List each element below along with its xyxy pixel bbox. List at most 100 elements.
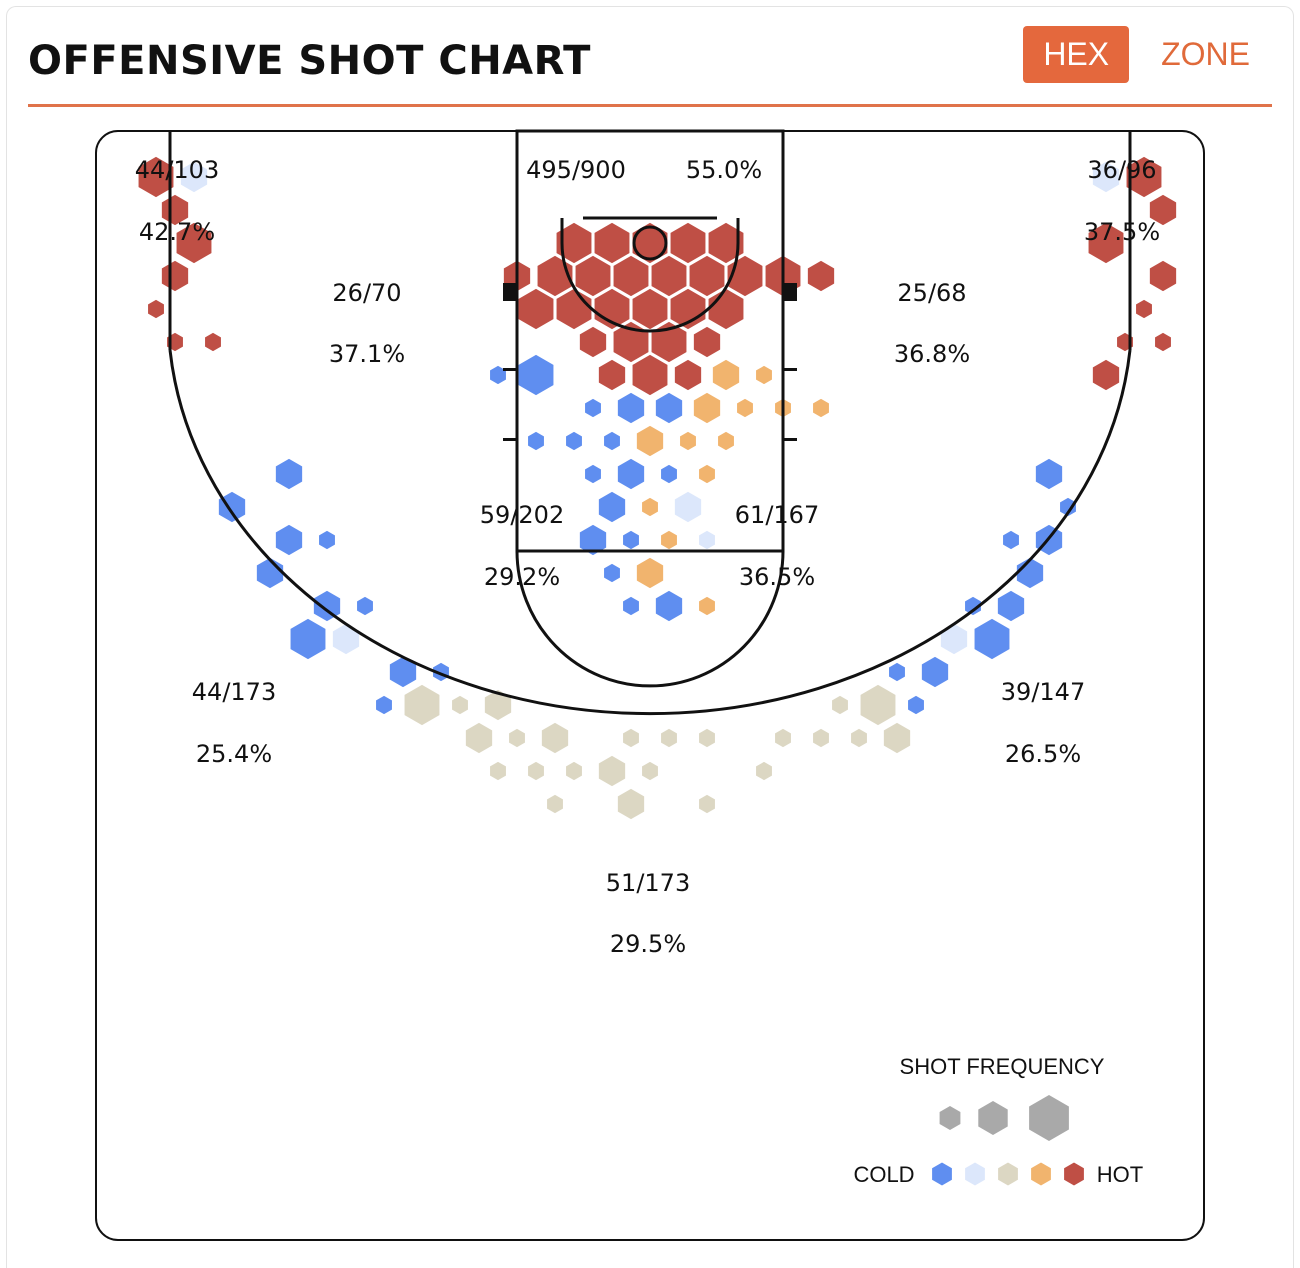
- hexbin-cold-80: [317, 529, 337, 551]
- hexbin-cold-96: [973, 617, 1011, 661]
- hexbin-layer: [137, 155, 1178, 821]
- hexbin-hot-20: [669, 221, 707, 265]
- hexbin-cold-100: [906, 694, 926, 716]
- hexbin-hot-2: [160, 193, 190, 227]
- hexbin-warm-46: [711, 358, 741, 392]
- zone-left-baseline-pct: 37.1%: [329, 340, 405, 368]
- hexbin-hot-5: [146, 298, 166, 320]
- hexbin-cool-1: [179, 160, 209, 194]
- right-tick-1: [783, 368, 797, 371]
- hexbin-cold-90: [1058, 496, 1078, 518]
- hexbin-neutral-120: [640, 760, 660, 782]
- hexbin-hot-38: [692, 325, 722, 359]
- hexbin-cold-49: [616, 391, 646, 425]
- hexbin-cool-9: [1091, 160, 1121, 194]
- zone-left-paint-made: 59/202: [480, 501, 564, 529]
- zone-labels: 44/103 42.7% 495/900 55.0% 36/96 37.5% 2…: [135, 156, 1160, 958]
- hexbin-cold-95: [963, 595, 983, 617]
- hexbin-cold-89: [1034, 457, 1064, 491]
- tab-zone[interactable]: ZONE: [1161, 36, 1250, 72]
- hexbin-cold-69: [621, 529, 641, 551]
- legend: SHOT FREQUENCY COLD HOT: [853, 1054, 1143, 1187]
- hexbin-cold-61: [583, 463, 603, 485]
- hexbin-hot-17: [555, 221, 593, 265]
- legend-color-cold: [931, 1161, 953, 1187]
- hexbin-warm-64: [697, 463, 717, 485]
- title-underline: [28, 104, 1272, 107]
- hexbin-neutral-121: [754, 760, 774, 782]
- legend-size-swatches: [939, 1095, 1069, 1141]
- zone-left-corner-pct: 42.7%: [139, 218, 215, 246]
- zone-right-paint-pct: 36.5%: [739, 563, 815, 591]
- hexbin-warm-47: [754, 364, 774, 386]
- hexbin-hot-16: [1091, 358, 1121, 392]
- hexbin-cool-97: [939, 622, 969, 656]
- hexbin-neutral-110: [773, 727, 793, 749]
- hexbin-neutral-104: [464, 721, 494, 755]
- zone-right-corner-pct: 37.5%: [1084, 218, 1160, 246]
- hexbin-hot-3: [175, 221, 213, 265]
- hexbin-neutral-105: [507, 727, 527, 749]
- zone-left-baseline-made: 26/70: [332, 279, 401, 307]
- hexbin-cold-44: [517, 353, 555, 397]
- zone-left-paint-pct: 29.2%: [484, 563, 560, 591]
- hexbin-cold-57: [602, 430, 622, 452]
- hexbin-cold-92: [1001, 529, 1021, 551]
- hexbin-cold-94: [996, 589, 1026, 623]
- left-block: [503, 283, 517, 301]
- paint-lane: [515, 129, 785, 553]
- hexbin-cold-84: [289, 617, 327, 661]
- legend-size-2: [978, 1101, 1008, 1135]
- hexbin-cold-72: [602, 562, 622, 584]
- hexbin-hot-23: [574, 254, 612, 298]
- hexbin-cold-62: [616, 457, 646, 491]
- hexbin-neutral-112: [849, 727, 869, 749]
- hexbin-cold-65: [597, 490, 627, 524]
- legend-title: SHOT FREQUENCY: [900, 1054, 1105, 1079]
- hexbin-cold-78: [217, 490, 247, 524]
- hexbin-hot-34: [707, 287, 745, 331]
- restricted-arc: [560, 242, 740, 333]
- hexbin-cold-48: [583, 397, 603, 419]
- zone-right-corner-made: 36/96: [1087, 156, 1156, 184]
- legend-cold-label: COLD: [853, 1162, 914, 1187]
- hexbin-cool-67: [673, 490, 703, 524]
- hexbin-warm-76: [697, 595, 717, 617]
- legend-hot-label: HOT: [1097, 1162, 1143, 1187]
- shot-chart-card: [6, 6, 1294, 1268]
- hexbin-warm-73: [635, 556, 665, 590]
- zone-restricted-pct: 55.0%: [686, 156, 762, 184]
- hexbin-cold-79: [274, 523, 304, 557]
- hexbin-hot-31: [593, 287, 631, 331]
- right-tick-2: [783, 438, 797, 441]
- zone-left-wing-made: 44/173: [192, 678, 276, 706]
- hexbin-hot-15: [1153, 331, 1173, 353]
- left-tick-1: [503, 368, 517, 371]
- legend-color-warm: [1030, 1161, 1052, 1187]
- hexbin-cold-75: [621, 595, 641, 617]
- hexbin-hot-4: [160, 259, 190, 293]
- hexbin-hot-12: [1148, 259, 1178, 293]
- zone-left-wing-pct: 25.4%: [196, 740, 272, 768]
- court-lines: [168, 129, 1132, 716]
- hexbin-neutral-108: [659, 727, 679, 749]
- hexbin-cool-71: [697, 529, 717, 551]
- hexbin-cold-55: [526, 430, 546, 452]
- hexbin-hot-35: [578, 325, 608, 359]
- hexbin-hot-41: [673, 358, 703, 392]
- hexbin-warm-58: [635, 424, 665, 458]
- hexbin-warm-54: [811, 397, 831, 419]
- hexbin-cold-56: [564, 430, 584, 452]
- hexbin-hot-10: [1148, 193, 1178, 227]
- tab-hex[interactable]: HEX: [1023, 26, 1130, 83]
- hexbin-hot-0: [137, 155, 175, 199]
- hexbin-hot-33: [669, 287, 707, 331]
- hexbin-neutral-124: [697, 793, 717, 815]
- legend-color-neutral: [997, 1161, 1019, 1187]
- hexbin-hot-6: [203, 331, 223, 353]
- hexbin-neutral-123: [616, 787, 646, 821]
- zone-top-key-made: 51/173: [606, 869, 690, 897]
- three-point-arc: [168, 349, 1132, 716]
- hexbin-hot-21: [707, 221, 745, 265]
- hexbin-neutral-106: [540, 721, 570, 755]
